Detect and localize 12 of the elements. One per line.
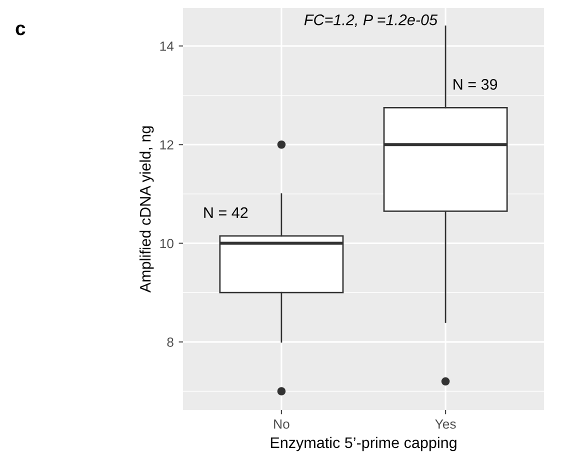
annotation: N = 39 xyxy=(454,79,498,90)
text: c xyxy=(16,24,26,36)
y-tick-label: 10 xyxy=(160,238,174,248)
y-tick-label: 14 xyxy=(160,42,174,51)
y-axis-title: Amplified cDNA yield, ng xyxy=(140,126,154,293)
x-axis-title: Enzymatic 5’-prime capping xyxy=(270,436,456,452)
x-tick-label: Yes xyxy=(435,420,456,429)
annotation: N = 42 xyxy=(204,207,248,218)
y-tick-label: 8 xyxy=(167,338,174,347)
x-tick-label: No xyxy=(274,420,290,429)
y-tick-label: 12 xyxy=(160,140,174,150)
annotation: FC=1.2, P =1.2e-05 xyxy=(304,14,438,28)
